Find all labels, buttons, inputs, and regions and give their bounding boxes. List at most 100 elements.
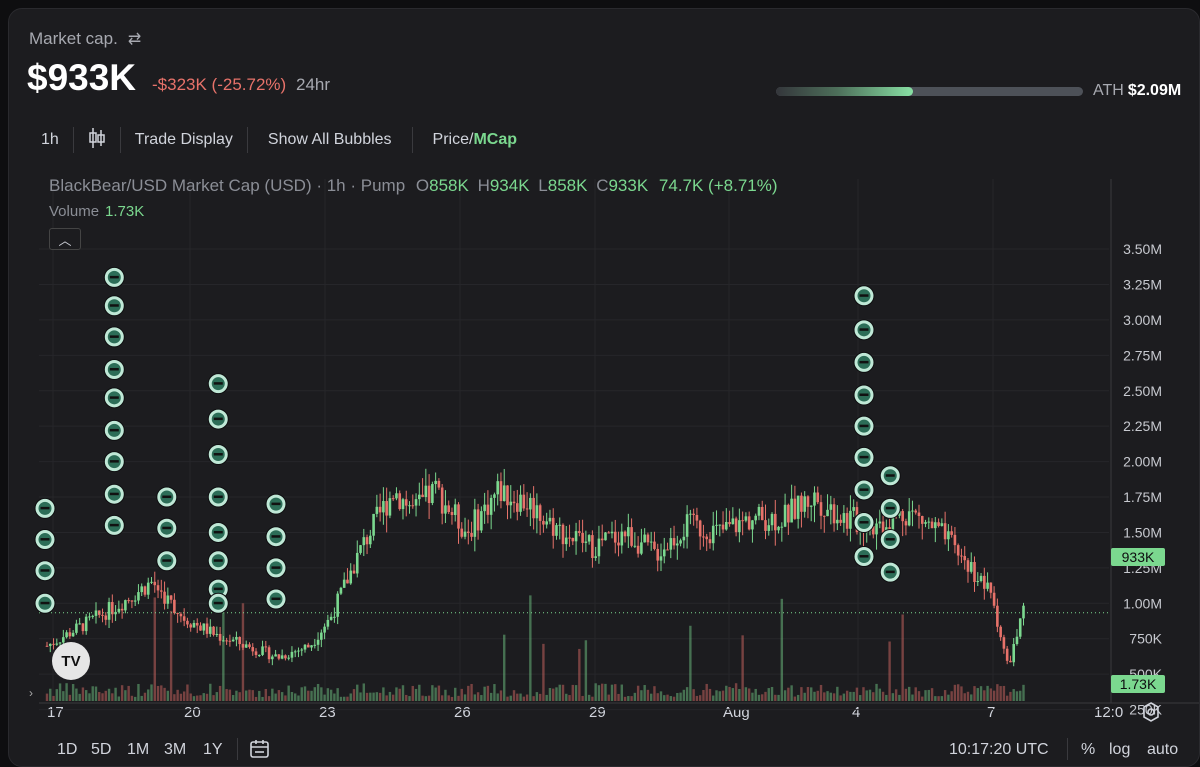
price-mcap-toggle[interactable]: Price/MCap [432,131,518,148]
volume-bar [770,686,774,701]
volume-bar [571,684,575,701]
volume-bar [173,694,176,701]
candle-body [904,521,908,526]
volume-bar [512,690,516,701]
volume-bar [418,684,421,701]
candle-body [355,552,359,574]
x-tick-label: 7 [987,704,995,721]
volume-bar [117,696,121,701]
candle-body [787,504,790,523]
candle-body [447,505,451,513]
volume-bar [156,685,160,701]
range-1m-button[interactable]: 1M [127,741,150,758]
trade-bubble-glasses [859,360,869,364]
trade-bubble-glasses [109,367,119,371]
candle-body [333,616,336,618]
trade-bubble-glasses [859,294,869,297]
volume-bar [708,688,712,701]
range-1d-button[interactable]: 1D [57,741,78,758]
interval-button[interactable]: 1h [41,131,59,148]
tradingview-logo[interactable]: TV [52,642,90,680]
trade-display-button[interactable]: Trade Display [134,131,233,148]
y-tick-label: 2.00M [1123,454,1162,470]
candle-body [133,600,137,602]
candle-body [506,485,509,506]
candle-body [679,540,682,544]
candle-body [58,642,62,644]
x-tick-label: 12:0 [1094,704,1123,721]
candle-body [917,512,921,517]
candle-body [783,504,787,527]
range-3m-button[interactable]: 3M [164,741,187,758]
candle-body [969,562,973,572]
percent-scale-button[interactable]: % [1081,741,1096,758]
candle-body [1009,660,1012,663]
trade-bubble-glasses [859,393,869,397]
change-value: 74.7K (+8.71%) [658,176,778,195]
volume-bar [209,683,212,701]
candle-body [672,538,676,546]
volume-bar [467,685,470,701]
settings-icon[interactable] [1141,702,1161,722]
candle-body [940,523,944,526]
chart-legend: BlackBear/USD Market Cap (USD) · 1h · Pu… [49,176,778,195]
volume-bar [552,688,555,701]
volume-bar [989,688,993,701]
candle-body [483,504,486,512]
volume-bar [476,692,480,701]
candle-body [127,600,130,602]
chevron-up-icon[interactable]: ︿ [49,228,81,250]
candle-body [911,510,914,512]
market-cap-chart[interactable]: 17 20 23 26 29 Aug 4 7 12:0 3.50M 3.25M 3.00M 2.75M 2… [9,9,1200,734]
volume-bar [519,693,522,701]
candle-body [532,497,535,519]
trade-bubble-glasses [109,460,119,463]
candle-body [326,619,330,627]
show-bubbles-button[interactable]: Show All Bubbles [267,131,392,148]
candle-body [460,528,464,537]
candle-body [878,521,882,524]
volume-bar [973,686,976,701]
volume-bar [411,685,414,701]
range-1y-button[interactable]: 1Y [203,741,223,758]
candle-body [238,636,241,645]
volume-bar [813,691,816,701]
volume-bar [215,692,219,701]
candle-body [669,538,673,550]
volume-bar [94,686,98,701]
volume-bar [819,684,823,701]
range-5d-button[interactable]: 5D [91,741,112,758]
candle-body [643,534,646,543]
volume-bar [810,687,813,701]
ath-value: $2.09M [1127,82,1182,99]
candle-body [836,519,839,524]
candlestick-icon[interactable] [74,127,120,154]
candle-body [725,522,728,530]
candle-body [561,524,565,545]
volume-bar [777,694,780,701]
candle-body [499,481,503,502]
log-scale-button[interactable]: log [1109,741,1131,758]
trade-bubble-glasses [885,474,895,477]
swap-arrows-icon[interactable]: ⇄ [127,31,142,48]
volume-bar [581,695,584,701]
volume-bar [238,692,241,701]
candle-body [271,656,274,660]
candle-body [218,633,222,641]
volume-bar [62,691,65,701]
volume-bar [111,693,114,701]
candle-body [914,510,918,513]
volume-bar [617,693,620,701]
calendar-icon[interactable] [249,739,271,759]
volume-bar [731,688,735,701]
volume-bar [597,685,601,701]
candle-body [538,505,542,521]
volume-bar [300,687,303,701]
candle-body [695,515,699,521]
volume-bar [751,692,754,701]
expand-arrow-icon[interactable]: › [29,686,33,700]
candle-body [545,521,548,525]
auto-scale-button[interactable]: auto [1147,741,1179,758]
volume-bar [607,694,610,701]
utc-clock[interactable]: 10:17:20 UTC [949,741,1049,758]
